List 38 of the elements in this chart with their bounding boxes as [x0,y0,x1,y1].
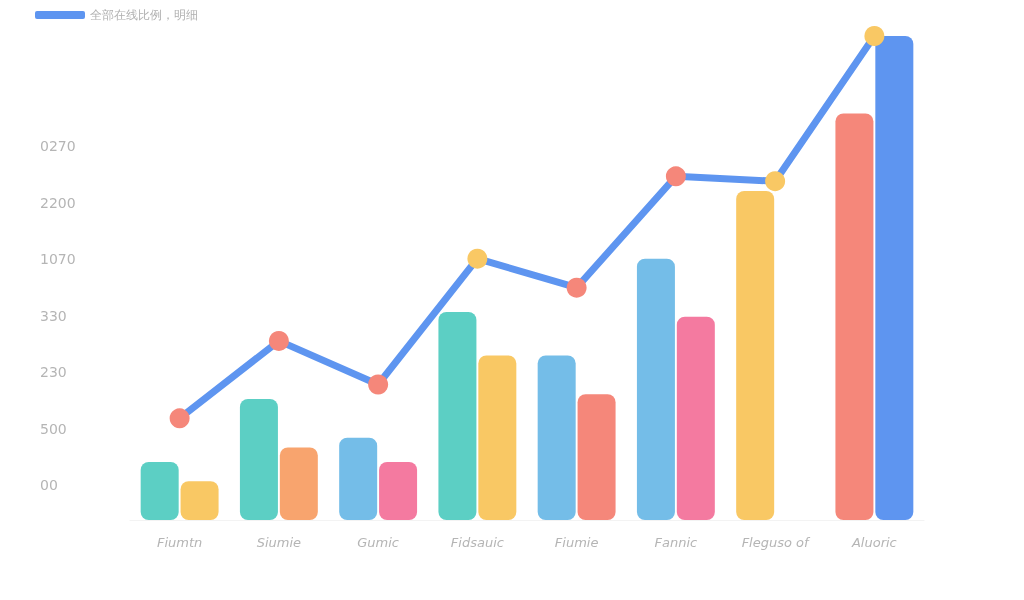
bar [180,481,219,520]
text: 00 [40,477,58,493]
bar [636,258,675,520]
text: 0270 [40,138,76,154]
bar [577,394,616,520]
point [467,248,488,269]
x-tick-label: Fleguso of [741,535,812,550]
bar [140,461,179,520]
bar [438,311,477,520]
point [864,26,885,46]
bar [537,355,576,520]
bar [279,447,318,520]
text: 330 [40,307,67,324]
point [169,408,190,429]
bar [875,36,914,520]
bar [676,316,715,520]
text: 2200 [40,194,76,211]
legend-label: 全部在线比例，明细 [90,8,198,22]
x-tick-label: Siumie [256,535,302,550]
bar [379,461,418,520]
x-tick-label: Fiumtn [156,535,203,550]
bar [478,355,517,520]
text: 1070 [40,251,76,267]
bar [239,399,278,520]
point [765,171,786,192]
x-tick-label: Fiumie [554,535,599,550]
point [566,277,587,298]
bar [339,437,378,520]
x-tick-label: Fidsauic [450,535,504,550]
x-tick-label: Fannic [654,535,698,550]
point [268,330,289,351]
x-tick-label: Aluoric [850,535,897,550]
point [665,166,686,187]
text: 230 [40,364,67,380]
text: 500 [40,420,67,437]
bar [835,113,874,520]
x-tick-label: Gumic [357,535,399,550]
point [368,374,389,395]
